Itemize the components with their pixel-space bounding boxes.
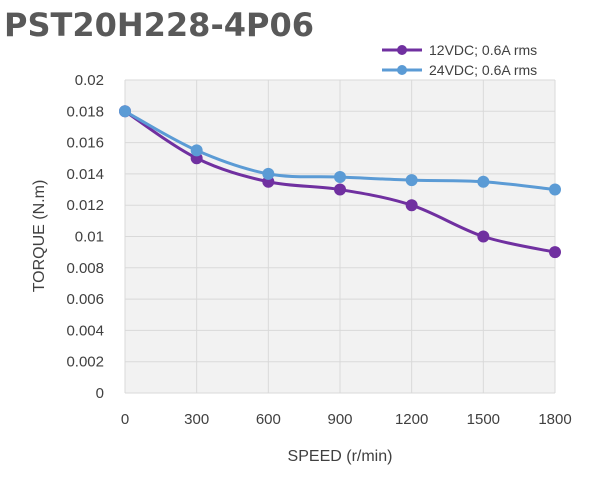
series-1-point — [477, 230, 490, 243]
series-2-point — [477, 175, 490, 188]
series-1-point — [334, 183, 346, 196]
y-tick-label: 0.01 — [75, 229, 104, 246]
y-tick-label: 0.018 — [66, 103, 104, 120]
y-tick-label: 0.006 — [66, 291, 104, 308]
y-tick-labels: 0 0.002 0.004 0.006 0.008 0.01 0.012 0.014 0.016… — [66, 72, 104, 402]
series-2-point — [405, 174, 418, 187]
series-2-point — [119, 105, 131, 118]
x-tick-label: 1500 — [467, 411, 500, 428]
series-layer — [119, 105, 561, 259]
y-tick-label: 0.014 — [66, 166, 104, 183]
legend: 12VDC; 0.6A rms 24VDC; 0.6A rms — [382, 42, 537, 78]
x-tick-label: 1200 — [395, 411, 428, 428]
x-tick-label: 0 — [121, 411, 129, 428]
y-tick-label: 0.016 — [66, 135, 104, 152]
x-tick-label: 1800 — [538, 411, 571, 428]
legend-marker-1 — [397, 45, 407, 55]
y-tick-label: 0.004 — [66, 322, 104, 339]
x-tick-label: 300 — [184, 411, 209, 428]
x-tick-labels: 0 300 600 900 1200 1500 1800 — [121, 411, 572, 428]
legend-marker-2 — [397, 65, 407, 75]
y-tick-label: 0.008 — [66, 260, 104, 277]
x-tick-label: 900 — [327, 411, 352, 428]
y-tick-label: 0.012 — [66, 197, 104, 214]
series-2-point — [262, 167, 275, 180]
series-1-point — [405, 199, 418, 212]
y-tick-label: 0.02 — [75, 72, 104, 89]
series-2-point — [334, 171, 346, 184]
y-tick-label: 0.002 — [66, 354, 104, 371]
series-1-point — [549, 246, 561, 259]
legend-label-1: 12VDC; 0.6A rms — [429, 42, 537, 58]
chart-title: PST20H228-4P06 — [4, 6, 314, 44]
series-2-point — [190, 144, 203, 157]
y-axis-label: TORQUE (N.m) — [31, 180, 48, 293]
x-axis-label: SPEED (r/min) — [288, 448, 393, 465]
series-2-point — [549, 183, 561, 196]
y-tick-label: 0 — [96, 385, 104, 402]
legend-label-2: 24VDC; 0.6A rms — [429, 62, 537, 78]
x-tick-label: 600 — [256, 411, 281, 428]
